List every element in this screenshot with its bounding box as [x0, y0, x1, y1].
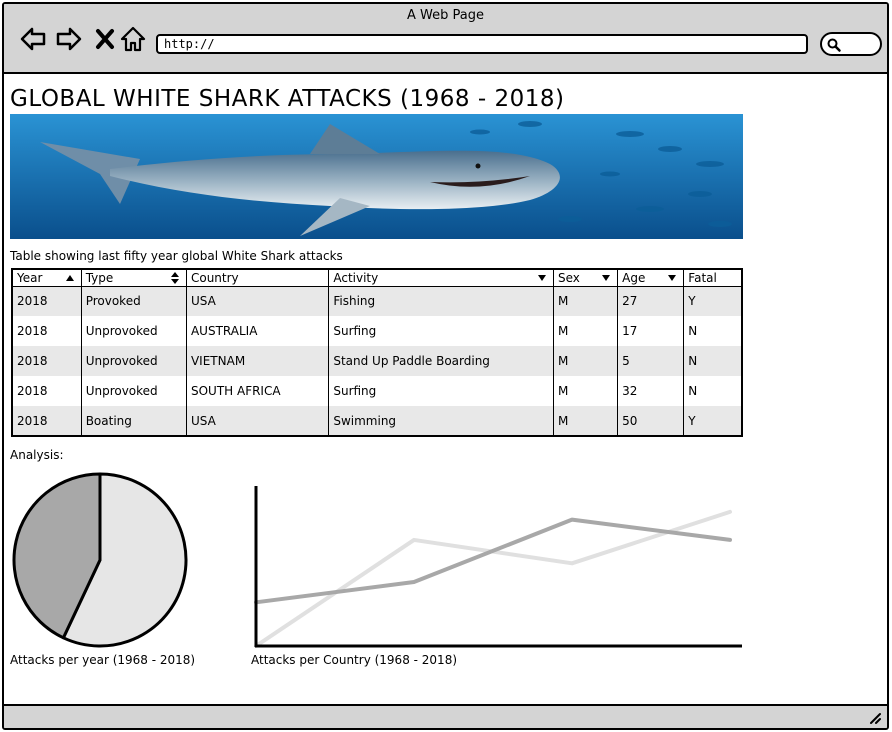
sort-descending-icon[interactable] — [601, 273, 611, 283]
cell-activity: Surfing — [328, 376, 554, 406]
cell-type: Unprovoked — [80, 346, 187, 376]
pie-chart-caption: Attacks per year (1968 - 2018) — [10, 653, 196, 667]
sort-ascending-icon[interactable] — [65, 273, 75, 283]
window-title: A Web Page — [407, 8, 484, 23]
cell-sex: M — [552, 316, 618, 346]
cell-fatal: N — [683, 346, 742, 376]
cell-sex: M — [552, 286, 618, 316]
sort-both-icon[interactable] — [170, 272, 180, 284]
cell-type: Unprovoked — [80, 316, 187, 346]
cell-sex: M — [552, 406, 618, 437]
cell-age: 50 — [617, 406, 684, 437]
cell-year: 2018 — [12, 286, 82, 316]
cell-type: Provoked — [80, 286, 187, 316]
cell-age: 27 — [617, 286, 684, 316]
search-input[interactable] — [820, 32, 882, 56]
column-header-type[interactable]: Type — [80, 269, 187, 287]
cell-fatal: Y — [683, 406, 742, 437]
url-input[interactable]: http:// — [156, 34, 808, 54]
cell-type: Boating — [80, 406, 187, 437]
cell-year: 2018 — [12, 316, 82, 346]
table-row[interactable]: 2018 Unprovoked AUSTRALIA Surfing M 17 N — [12, 316, 742, 346]
cell-sex: M — [552, 346, 618, 376]
sort-descending-icon[interactable] — [667, 273, 677, 283]
cell-year: 2018 — [12, 406, 82, 437]
cell-age: 17 — [617, 316, 684, 346]
cell-year: 2018 — [12, 376, 82, 406]
cell-activity: Swimming — [328, 406, 554, 437]
pie-slice — [12, 472, 102, 640]
cell-type: Unprovoked — [80, 376, 187, 406]
cell-country: SOUTH AFRICA — [185, 376, 329, 406]
shark-image — [10, 114, 743, 239]
cell-country: AUSTRALIA — [185, 316, 329, 346]
cell-country: VIETNAM — [185, 346, 329, 376]
table-row[interactable]: 2018 Provoked USA Fishing M 27 Y — [12, 286, 742, 316]
column-header-country[interactable]: Country — [185, 269, 329, 287]
table-row[interactable]: 2018 Unprovoked VIETNAM Stand Up Paddle … — [12, 346, 742, 376]
cell-activity: Stand Up Paddle Boarding — [328, 346, 554, 376]
table-row[interactable]: 2018 Unprovoked SOUTH AFRICA Surfing M 3… — [12, 376, 742, 406]
page-title: GLOBAL WHITE SHARK ATTACKS (1968 - 2018) — [10, 86, 565, 112]
line-chart — [248, 482, 744, 650]
cell-activity: Fishing — [328, 286, 554, 316]
pie-chart — [10, 472, 192, 648]
home-icon[interactable] — [118, 24, 148, 54]
table-header-row: Year Type Country Activity Sex Age — [12, 269, 742, 287]
cell-country: USA — [185, 286, 329, 316]
table-caption: Table showing last fifty year global Whi… — [10, 249, 343, 263]
sort-descending-icon[interactable] — [537, 273, 547, 283]
column-header-age[interactable]: Age — [617, 269, 684, 287]
browser-statusbar — [4, 704, 887, 728]
resize-grip-icon[interactable] — [867, 710, 881, 724]
cell-sex: M — [552, 376, 618, 406]
cell-country: USA — [185, 406, 329, 437]
column-header-activity[interactable]: Activity — [328, 269, 554, 287]
line-chart-caption: Attacks per Country (1968 - 2018) — [251, 653, 458, 667]
cell-fatal: N — [683, 376, 742, 406]
search-icon — [827, 38, 841, 52]
cell-fatal: Y — [683, 286, 742, 316]
column-header-sex[interactable]: Sex — [552, 269, 618, 287]
column-header-year[interactable]: Year — [12, 269, 82, 287]
pie-slice — [61, 472, 188, 648]
cell-age: 5 — [617, 346, 684, 376]
column-header-fatal[interactable]: Fatal — [683, 269, 742, 287]
line-series-2 — [254, 517, 732, 605]
browser-titlebar: A Web Page http:// — [4, 4, 887, 74]
table-row[interactable]: 2018 Boating USA Swimming M 50 Y — [12, 406, 742, 437]
cell-year: 2018 — [12, 346, 82, 376]
analysis-label: Analysis: — [10, 448, 64, 462]
close-x-icon[interactable] — [90, 24, 120, 54]
cell-age: 32 — [617, 376, 684, 406]
back-arrow-icon[interactable] — [18, 24, 48, 54]
cell-fatal: N — [683, 316, 742, 346]
forward-arrow-icon[interactable] — [54, 24, 84, 54]
shark-attacks-table: Year Type Country Activity Sex Age — [11, 268, 743, 437]
cell-activity: Surfing — [328, 316, 554, 346]
